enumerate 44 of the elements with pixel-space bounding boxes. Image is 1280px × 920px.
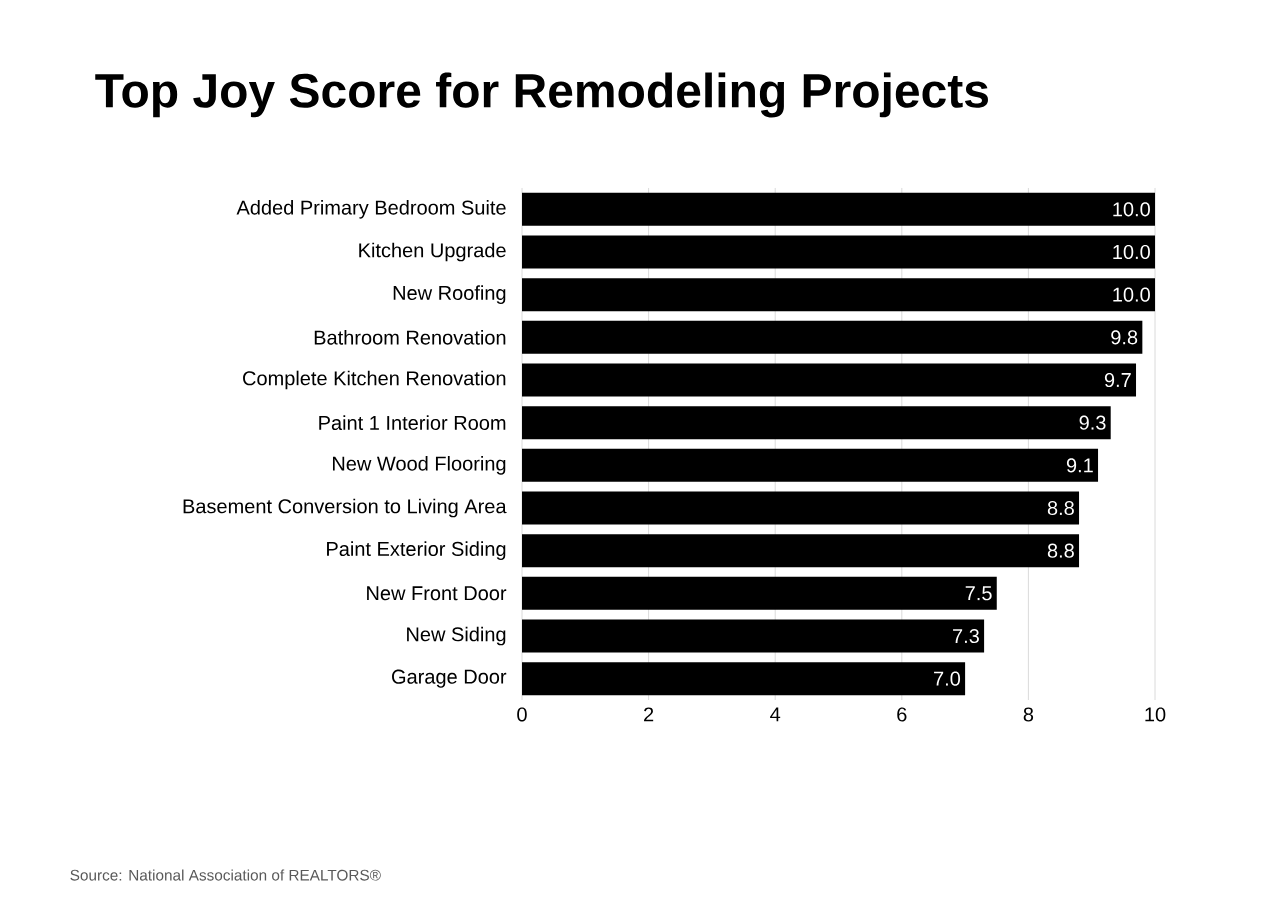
bar <box>522 576 997 610</box>
data-label: 8.8 <box>1047 500 1074 516</box>
y-tick-label: New Siding <box>407 626 506 646</box>
y-tick-label: Added Primary Bedroom Suite <box>236 200 506 219</box>
bar <box>522 491 1080 525</box>
bar <box>522 320 1143 354</box>
y-tick-label: Paint 1 Interior Room <box>319 415 506 430</box>
chart-title: Top Joy Score for Remodeling Projects <box>95 72 988 118</box>
data-label: 7.3 <box>953 628 979 644</box>
x-tick-label: 8 <box>1023 707 1034 722</box>
bar <box>522 448 1099 482</box>
x-tick-label: 0 <box>517 707 527 722</box>
bar <box>522 662 966 696</box>
bar <box>522 235 1156 269</box>
y-tick-label: New Front Door <box>367 586 507 601</box>
y-tick-label: New Wood Flooring <box>332 456 506 475</box>
y-tick-label: New Roofing <box>393 285 506 304</box>
data-label: 9.1 <box>1066 458 1093 473</box>
y-tick-label: Paint Exterior Siding <box>327 541 506 560</box>
data-label: 7.0 <box>934 671 961 686</box>
x-tick-label: 6 <box>897 707 907 722</box>
x-tick-label: 2 <box>644 707 654 722</box>
bar <box>522 619 985 653</box>
data-label: 10.0 <box>1113 287 1150 302</box>
source-note: Source: National Association of REALTORS® <box>70 869 381 881</box>
y-tick-label: Complete Kitchen Renovation <box>243 370 506 390</box>
bar <box>522 363 1137 397</box>
y-tick-label: Basement Conversion to Living Area <box>183 498 507 518</box>
data-label: 9.3 <box>1079 415 1106 430</box>
y-tick-label: Garage Door <box>392 669 507 688</box>
data-label: 10.0 <box>1113 244 1150 260</box>
data-label: 7.5 <box>965 586 992 601</box>
x-tick-label: 4 <box>770 707 781 722</box>
data-label: 8.8 <box>1047 543 1074 558</box>
bar <box>522 406 1111 440</box>
data-label: 10.0 <box>1113 202 1150 217</box>
x-tick-label: 10 <box>1145 707 1166 722</box>
data-label: 9.8 <box>1111 330 1138 345</box>
data-label: 9.7 <box>1104 372 1131 388</box>
bar <box>522 192 1156 226</box>
y-tick-label: Bathroom Renovation <box>314 329 506 345</box>
bar <box>522 278 1156 312</box>
bar <box>522 534 1080 568</box>
y-tick-label: Kitchen Upgrade <box>359 242 506 262</box>
